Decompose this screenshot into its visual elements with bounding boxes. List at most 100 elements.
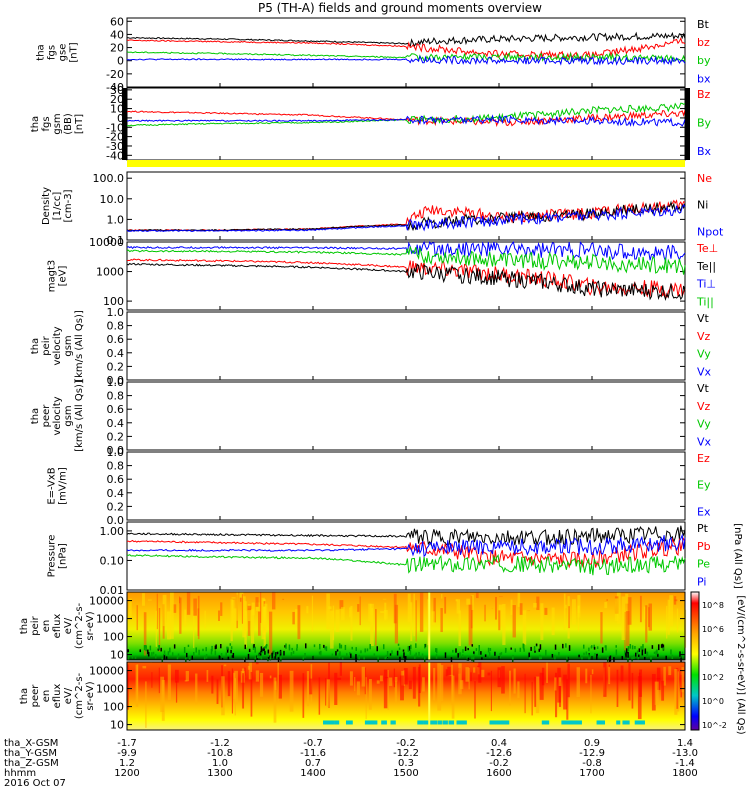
spectrogram-noise <box>627 646 630 651</box>
spectrogram-noise <box>338 643 341 647</box>
spectrogram-noise <box>523 648 525 652</box>
spectrogram-noise <box>471 644 474 647</box>
spectrogram-streak <box>627 597 632 625</box>
ytick-label: 10000 <box>89 236 124 249</box>
ylabel-line: magt3 <box>47 260 58 293</box>
spectrogram-streak <box>244 601 247 648</box>
spectrogram-band <box>442 720 448 725</box>
spectrogram-streak <box>251 602 255 616</box>
spectrogram-band <box>634 720 642 725</box>
spectrogram-streak <box>475 592 479 599</box>
panel-electron_spectrogram: 10000 1000 100 10 tha peer en eflux eV/(cm^2-s-s… <box>19 661 686 732</box>
colorbar-label: [eV/(cm^2-s-sr-eV)] (All Qs) <box>735 595 746 734</box>
spectrogram-noise <box>351 646 353 650</box>
spectrogram-noise <box>583 652 585 656</box>
spectrogram-noise <box>629 644 632 649</box>
panel-frame <box>126 17 686 88</box>
ephemeris-value: -12.9 <box>579 748 605 759</box>
spectrogram-streak <box>195 673 198 705</box>
spectrogram-noise <box>145 645 147 652</box>
spectrogram-streak <box>661 680 665 701</box>
spectrogram-noise <box>488 652 491 658</box>
spectrogram-streak <box>393 668 396 688</box>
spectrogram-noise <box>637 655 639 660</box>
spectrogram-streak <box>603 662 607 697</box>
spectrogram-streak <box>318 677 321 715</box>
spectrogram-noise <box>267 649 270 654</box>
spectrogram-noise <box>336 649 339 652</box>
spectrogram-noise <box>681 653 683 659</box>
legend-Pt: Pt <box>697 522 709 535</box>
spectrogram-noise <box>271 652 273 659</box>
spectrogram-noise <box>634 645 636 650</box>
spectrogram-band <box>616 720 621 725</box>
spectrogram-noise <box>410 644 412 650</box>
spectrogram-streak <box>534 676 537 707</box>
spectrogram-noise <box>290 652 293 657</box>
spectrogram-streak <box>419 592 424 632</box>
spectrogram-streak <box>637 676 642 720</box>
legend-Vz: Vz <box>697 330 711 343</box>
spectrogram-streak <box>412 666 416 699</box>
spectrogram-noise <box>404 656 406 662</box>
spectrogram-noise <box>391 650 393 654</box>
spectrogram-noise <box>435 648 438 654</box>
spectrogram-streak <box>403 668 408 685</box>
ylabel-line: [cm-3] <box>63 189 74 222</box>
legend-Pe: Pe <box>697 558 710 571</box>
spectrogram-noise <box>638 648 641 652</box>
ephemeris-value: 1500 <box>393 768 418 779</box>
spectrogram-noise <box>500 652 503 655</box>
spectrogram-streak <box>337 677 342 680</box>
ylabel-line: gsm <box>52 113 63 134</box>
spectrogram-noise <box>324 646 326 650</box>
ephemeris-value: 1300 <box>207 768 232 779</box>
spectrogram-noise <box>131 656 134 659</box>
spectrogram-streak <box>498 604 503 627</box>
panel-ion_spectrogram: 10000 1000 100 10 tha peir en eflux eV/(cm^2-s-s… <box>19 591 687 664</box>
spectrogram-streak <box>359 596 361 626</box>
spectrogram-streak <box>350 605 353 641</box>
ylabel-line: gsm <box>63 405 74 426</box>
spectrogram-streak <box>512 605 516 638</box>
spectrogram-streak <box>539 672 544 700</box>
spectrogram-streak <box>680 674 682 698</box>
spectrogram-noise <box>292 650 295 654</box>
spectrogram-noise <box>275 652 277 657</box>
series-Bx <box>126 114 686 127</box>
spectrogram-noise <box>158 644 160 650</box>
spectrogram-noise <box>346 653 348 657</box>
spectrogram-streak <box>218 610 220 621</box>
spectrogram-streak <box>517 593 521 607</box>
spectrogram-band <box>489 720 495 725</box>
spectrogram-streak <box>437 663 442 711</box>
ylabel-line: (cm^2-s- <box>74 602 85 649</box>
ephemeris-label: 2016 Oct 07 <box>4 778 66 789</box>
spectrogram-noise <box>627 651 629 658</box>
ephemeris-value: -1.7 <box>117 738 137 749</box>
spectrogram-noise <box>188 657 191 661</box>
spectrogram-noise <box>608 656 611 662</box>
spectrogram-streak <box>681 667 685 693</box>
spectrogram-noise <box>519 647 522 652</box>
ytick-label: 20 <box>110 93 124 106</box>
panel-frame <box>126 381 686 451</box>
ytick-label: 20 <box>110 42 124 55</box>
ytick-label: 0.4 <box>107 347 125 360</box>
series-Pi <box>126 533 686 558</box>
legend-bx: bx <box>697 72 711 85</box>
spectrogram-noise <box>414 654 416 659</box>
spectrogram-noise <box>323 644 325 648</box>
panel-frame <box>126 87 686 161</box>
spectrogram-noise <box>533 646 536 651</box>
spectrogram-streak <box>379 675 383 682</box>
spectrogram-noise <box>211 645 213 652</box>
ephemeris-value: -12.6 <box>486 748 512 759</box>
spectrogram-streak <box>616 669 619 708</box>
spectrogram-streak <box>591 669 594 675</box>
spectrogram-streak <box>361 666 366 687</box>
spectrogram-noise <box>588 654 590 660</box>
spectrogram-noise <box>512 654 514 660</box>
